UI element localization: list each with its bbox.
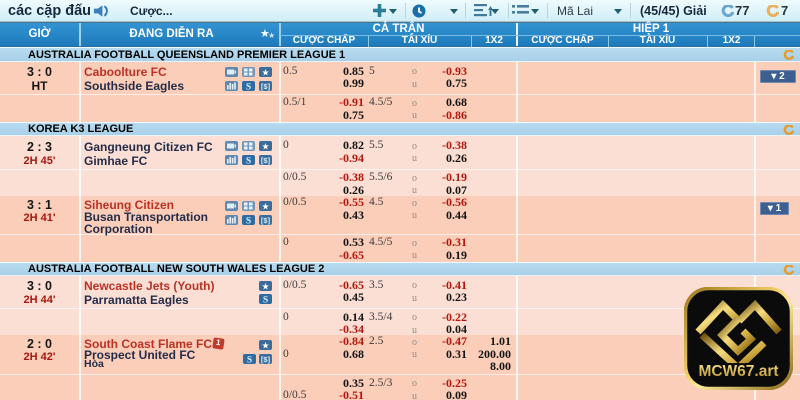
svg-text:S: S [245, 82, 250, 91]
svg-text:[$]: [$] [261, 156, 271, 165]
svg-text:MCW67.art: MCW67.art [698, 363, 778, 380]
svg-text:S: S [263, 295, 268, 304]
svg-text:★: ★ [261, 68, 269, 77]
svg-text:S: S [245, 216, 250, 225]
svg-text:S: S [245, 156, 250, 165]
svg-text:[$]: [$] [261, 82, 271, 91]
svg-text:★: ★ [261, 202, 269, 211]
svg-text:★: ★ [261, 142, 269, 151]
svg-text:S: S [247, 355, 252, 364]
svg-text:★: ★ [261, 281, 269, 290]
svg-text:[$]: [$] [261, 355, 271, 364]
svg-text:[$]: [$] [261, 216, 271, 225]
svg-text:★: ★ [261, 341, 269, 350]
